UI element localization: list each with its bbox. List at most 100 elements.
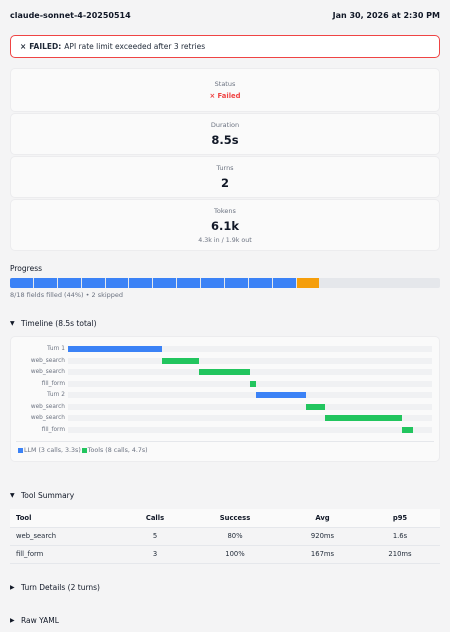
timeline-bar-llm (68, 346, 163, 352)
llm-swatch (18, 448, 23, 453)
timeline-row: fill_form (11, 426, 439, 434)
timeline-row-label: fill_form (41, 426, 65, 433)
timeline-track (68, 392, 432, 398)
model-name: claude-sonnet-4-20250514 (10, 11, 131, 20)
timeline-track (68, 369, 432, 375)
tokens-breakdown: 4.3k in / 1.9k out (198, 236, 252, 244)
timeline-row: web_search (11, 414, 439, 422)
timeline-divider (16, 441, 434, 442)
timeline-bar-tool (402, 426, 413, 433)
timeline-toggle[interactable]: ▼ Timeline (8.5s total) (10, 319, 440, 328)
tool-summary-title: Tool Summary (21, 491, 75, 500)
tool-avg: 167ms (285, 545, 360, 564)
timeline-track (68, 415, 432, 421)
timeline-row-label: web_search (30, 403, 65, 410)
tool-calls: 3 (125, 545, 185, 564)
stats-panel: Status × Failed Duration 8.5s Turns 2 To… (10, 68, 440, 251)
timeline-row-label: web_search (30, 369, 65, 375)
timeline-row-label: Turn 1 (47, 346, 65, 352)
timeline-row: web_search (11, 368, 439, 376)
tool-avg: 920ms (285, 527, 360, 546)
progress-segment-filled (81, 278, 105, 288)
timeline-row: web_search (11, 403, 439, 411)
table-row: web_search 5 80% 920ms 1.6s (10, 527, 440, 546)
table-header-row: Tool Calls Success Avg p95 (10, 509, 440, 528)
progress-segment-skipped (296, 278, 320, 288)
triangle-right-icon: ▶ (10, 583, 15, 591)
progress-segment-filled (105, 278, 129, 288)
status-label: Status (214, 80, 236, 88)
progress-segment-filled (224, 278, 248, 288)
progress-segment-filled (10, 278, 33, 288)
timeline-bar-tool (198, 369, 250, 375)
tool-name: web_search (10, 527, 125, 546)
tokens-card: Tokens 6.1k 4.3k in / 1.9k out (10, 199, 440, 251)
turn-details-title: Turn Details (2 turns) (21, 582, 100, 592)
progress-segment-filled (201, 278, 224, 288)
duration-label: Duration (210, 121, 240, 129)
timeline-bar-tool (305, 403, 325, 410)
timeline-row: Turn 1 (11, 345, 439, 353)
progress-segment-filled (153, 278, 177, 288)
timeline-row-label: web_search (30, 415, 65, 421)
raw-yaml-toggle[interactable]: ▶ Raw YAML (10, 616, 440, 625)
status-badge: × Failed (209, 92, 241, 100)
turns-value: 2 (220, 176, 229, 190)
status-card: Status × Failed (10, 68, 440, 112)
column-header: Calls (125, 509, 185, 528)
run-date: Jan 30, 2026 at 2:30 PM (332, 11, 440, 20)
progress-title: Progress (10, 264, 43, 273)
turns-label: Turns (216, 164, 234, 172)
tokens-value: 6.1k (210, 218, 240, 233)
tokens-label: Tokens (214, 206, 236, 215)
timeline-track (68, 426, 432, 433)
turn-details-toggle[interactable]: ▶ Turn Details (2 turns) (10, 583, 440, 592)
timeline-row-label: web_search (30, 357, 65, 364)
timeline-track (68, 346, 432, 352)
triangle-down-icon: ▼ (10, 492, 15, 499)
alert-message: API rate limit exceeded after 3 retries (64, 42, 206, 51)
timeline-track (68, 403, 432, 410)
tool-p95: 1.6s (360, 527, 440, 546)
duration-card: Duration 8.5s (10, 113, 440, 155)
turns-card: Turns 2 (10, 156, 440, 198)
timeline-row: web_search (11, 357, 439, 365)
column-header: Tool (10, 509, 125, 528)
timeline-bar-tool (324, 415, 403, 421)
timeline-bar-tool (162, 357, 199, 364)
tool-success: 100% (185, 545, 285, 564)
tool-p95: 210ms (360, 545, 440, 564)
progress-segment-filled (248, 278, 272, 288)
timeline-track (68, 357, 432, 364)
timeline-chart: LLM (3 calls, 3.3s) Tools (8 calls, 4.7s… (10, 336, 440, 462)
progress-segment-filled (272, 278, 296, 288)
timeline-row: fill_form (11, 380, 439, 388)
column-header: p95 (360, 509, 440, 528)
timeline-row: Turn 2 (11, 391, 439, 399)
tool-summary-toggle[interactable]: ▼ Tool Summary (10, 491, 440, 500)
raw-yaml-title: Raw YAML (21, 615, 59, 625)
alert-label: FAILED: (29, 42, 62, 51)
header: claude-sonnet-4-20250514 Jan 30, 2026 at… (10, 0, 440, 30)
column-header: Success (185, 509, 285, 528)
timeline-row-label: Turn 2 (47, 392, 65, 398)
timeline-bar-llm (256, 392, 306, 398)
column-header: Avg (285, 509, 360, 528)
timeline-legend: LLM (3 calls, 3.3s) Tools (8 calls, 4.7s… (18, 447, 148, 454)
tool-success: 80% (185, 527, 285, 546)
progress-bar (10, 278, 440, 288)
tool-calls: 5 (125, 527, 185, 546)
progress-segment-filled (33, 278, 57, 288)
duration-value: 8.5s (211, 133, 239, 147)
legend-llm: LLM (3 calls, 3.3s) (24, 447, 81, 454)
close-icon: × (20, 42, 27, 51)
triangle-right-icon: ▶ (10, 616, 15, 624)
table-row: fill_form 3 100% 167ms 210ms (10, 545, 440, 564)
timeline-track (68, 380, 432, 387)
timeline-row-label: fill_form (41, 380, 65, 387)
tool-swatch (81, 448, 87, 453)
timeline-title: Timeline (8.5s total) (21, 319, 97, 328)
progress-segment-filled (57, 278, 81, 288)
progress-text: 8/18 fields filled (44%) • 2 skipped (10, 291, 124, 299)
tool-summary-table: Tool Calls Success Avg p95 web_search 5 … (10, 509, 440, 564)
